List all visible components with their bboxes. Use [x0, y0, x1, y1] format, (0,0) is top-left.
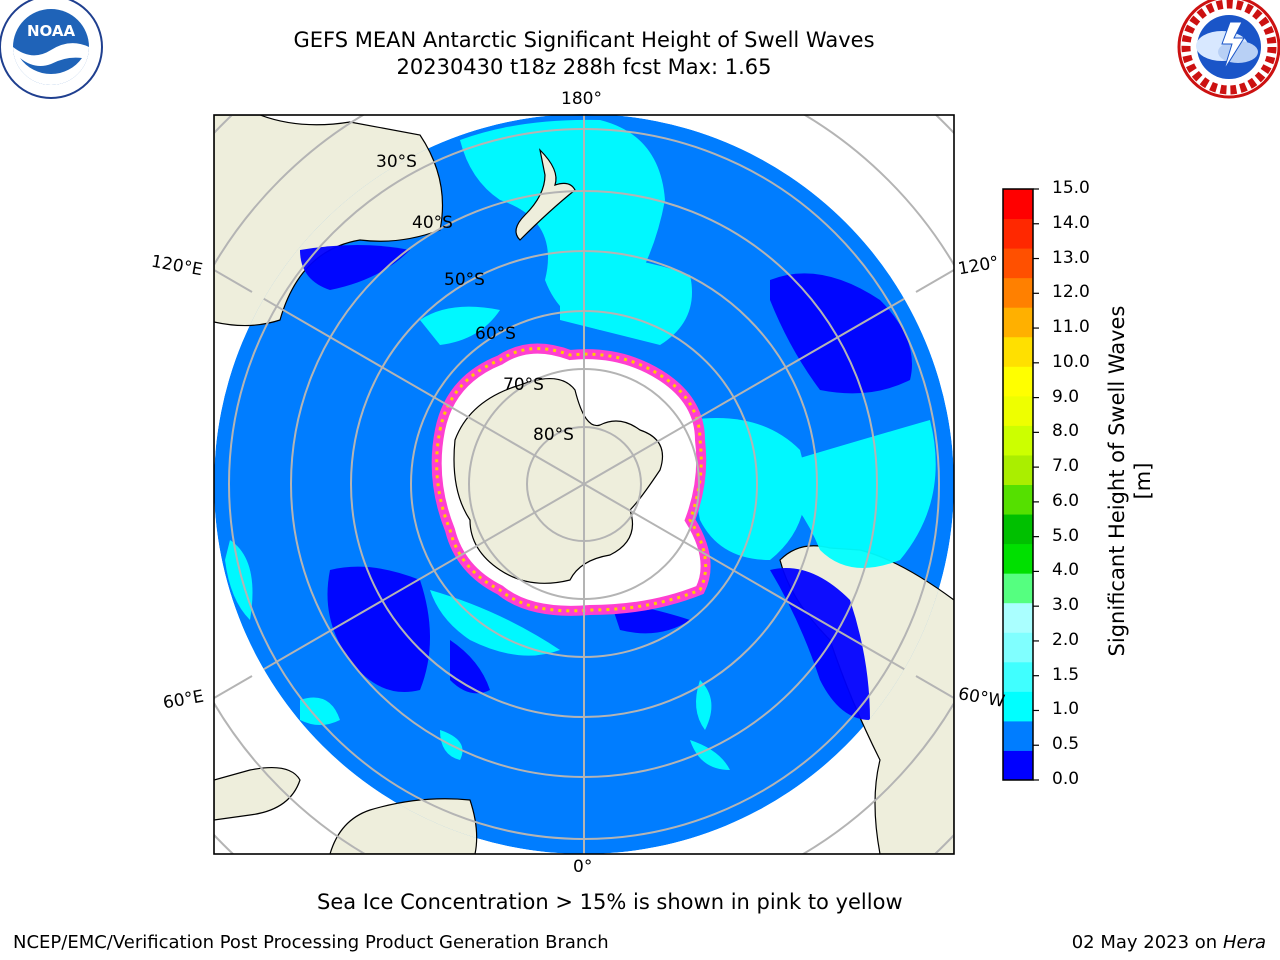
noaa-logo-text: NOAA	[27, 22, 76, 40]
colorbar-tick-label: 15.0	[1052, 178, 1090, 198]
colorbar-segment	[1003, 484, 1033, 515]
colorbar-tick-label: 13.0	[1052, 247, 1090, 268]
longitude-grid	[251, 114, 917, 854]
colorbar-tick-label: 4.0	[1052, 560, 1080, 581]
colorbar-segment	[1003, 602, 1033, 633]
colorbar	[1002, 188, 1039, 781]
lon-label-180: 180°	[561, 89, 602, 109]
colorbar-segment	[1003, 277, 1033, 308]
colorbar-tick-label: 2.0	[1052, 629, 1080, 650]
colorbar-segment	[1003, 454, 1033, 485]
colorbar-tick-label: 6.0	[1052, 490, 1080, 511]
noaa-logo: NOAA	[0, 0, 103, 99]
colorbar-segment	[1003, 218, 1033, 249]
lat-label-30s: 30°S	[376, 152, 417, 172]
colorbar-segment	[1003, 189, 1033, 220]
lat-label-50s: 50°S	[444, 270, 485, 290]
colorbar-segment	[1003, 750, 1033, 781]
colorbar-segment	[1003, 248, 1033, 279]
sea-ice-annotation: Sea Ice Concentration > 15% is shown in …	[317, 890, 903, 914]
footer-date-text: 02 May 2023 on	[1071, 932, 1218, 953]
colorbar-tick-label: 8.0	[1052, 421, 1080, 442]
colorbar-segment	[1003, 632, 1033, 663]
colorbar-segment	[1003, 307, 1033, 338]
lat-label-80s: 80°S	[533, 425, 574, 445]
colorbar-segment	[1003, 395, 1033, 426]
colorbar-tick-label: 7.0	[1052, 456, 1080, 477]
colorbar-tick-label: 0.5	[1052, 734, 1080, 755]
colorbar-segment	[1003, 573, 1033, 604]
lat-label-70s: 70°S	[503, 375, 544, 395]
map-frame	[213, 114, 955, 855]
colorbar-segment	[1003, 543, 1033, 574]
colorbar-tick-label: 5.0	[1052, 525, 1080, 546]
colorbar-tick-label: 3.0	[1052, 595, 1080, 616]
colorbar-title: Significant Height of Swell Waves [m]	[1105, 305, 1155, 657]
colorbar-segment	[1003, 425, 1033, 456]
colorbar-tick-label: 9.0	[1052, 386, 1080, 407]
footer-date: 02 May 2023 on Hera	[1072, 932, 1266, 953]
footer-machine: Hera	[1222, 932, 1266, 953]
nws-logo	[1177, 0, 1280, 99]
colorbar-tick-label: 1.5	[1052, 664, 1080, 685]
colorbar-border	[1002, 188, 1034, 781]
colorbar-tick-label: 0.0	[1052, 769, 1080, 789]
lat-label-40s: 40°S	[412, 213, 453, 233]
colorbar-segment	[1003, 336, 1033, 367]
colorbar-segment	[1003, 366, 1033, 397]
colorbar-tick-label: 1.0	[1052, 699, 1080, 720]
colorbar-tick-label: 11.0	[1052, 317, 1090, 338]
colorbar-segment	[1003, 691, 1033, 722]
lat-label-60s: 60°S	[475, 324, 516, 344]
madagascar-land	[214, 767, 301, 821]
colorbar-segment	[1003, 514, 1033, 545]
colorbar-tick-label: 10.0	[1052, 351, 1090, 372]
colorbar-segment	[1003, 661, 1033, 692]
footer-credit: NCEP/EMC/Verification Post Processing Pr…	[13, 932, 609, 953]
colorbar-segment	[1003, 720, 1033, 751]
lon-label-0: 0°	[573, 857, 593, 877]
antarctica-land	[453, 378, 664, 584]
colorbar-tick-label: 12.0	[1052, 282, 1090, 303]
chart-title: GEFS MEAN Antarctic Significant Height o…	[293, 28, 875, 52]
chart-subtitle: 20230430 t18z 288h fcst Max: 1.65	[396, 55, 772, 79]
new-zealand-land	[515, 148, 576, 241]
colorbar-tick-label: 14.0	[1052, 212, 1090, 233]
